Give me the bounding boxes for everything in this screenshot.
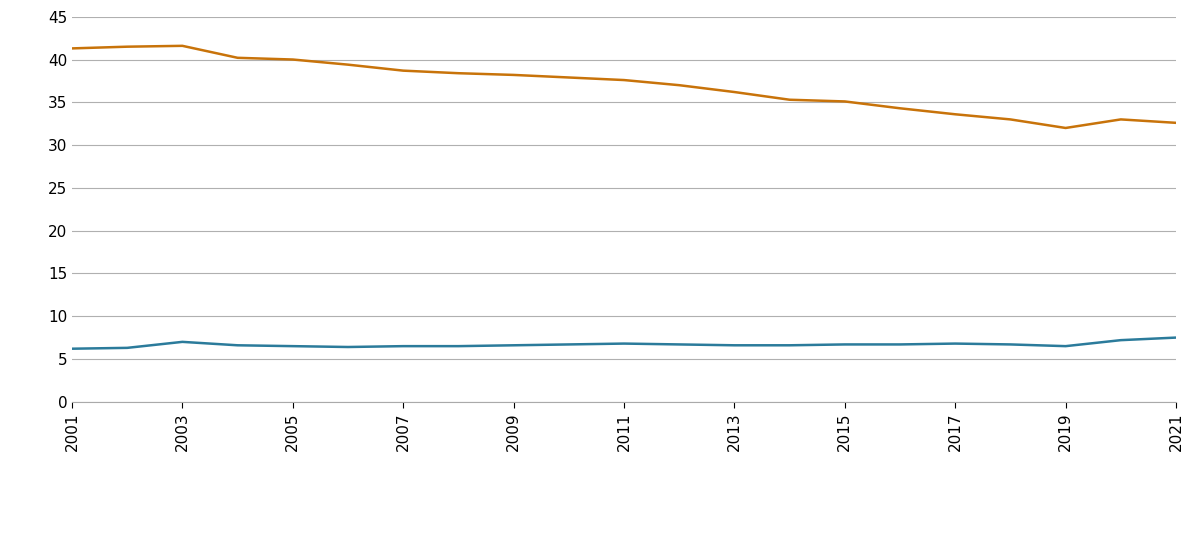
18–29 år [506,342,521,349]
Line: 60–66 år: 60–66 år [72,46,1176,128]
18–29 år [948,340,962,347]
18–29 år [1058,343,1073,349]
60–66 år [727,89,742,95]
60–66 år [617,76,631,83]
60–66 år [1114,116,1128,123]
18–29 år [838,341,852,348]
18–29 år [1003,341,1018,348]
60–66 år [175,42,190,49]
60–66 år [1058,124,1073,131]
18–29 år [672,341,686,348]
18–29 år [1114,337,1128,344]
60–66 år [120,44,134,50]
18–29 år [893,341,907,348]
18–29 år [175,339,190,345]
60–66 år [1003,116,1018,123]
18–29 år [65,345,79,352]
60–66 år [948,111,962,118]
18–29 år [451,343,466,349]
Line: 18–29 år: 18–29 år [72,338,1176,349]
18–29 år [286,343,300,349]
18–29 år [782,342,797,349]
60–66 år [782,97,797,103]
18–29 år [562,341,576,348]
18–29 år [230,342,245,349]
60–66 år [341,61,355,68]
60–66 år [506,71,521,78]
60–66 år [562,74,576,81]
60–66 år [1169,119,1183,126]
18–29 år [617,340,631,347]
60–66 år [396,68,410,74]
60–66 år [838,98,852,105]
18–29 år [341,344,355,350]
18–29 år [1169,334,1183,341]
18–29 år [396,343,410,349]
18–29 år [727,342,742,349]
60–66 år [893,105,907,112]
60–66 år [65,45,79,52]
60–66 år [286,56,300,63]
Legend: 18–29 år, 60–66 år: 18–29 år, 60–66 år [476,556,772,558]
18–29 år [120,344,134,351]
60–66 år [230,55,245,61]
60–66 år [672,82,686,89]
60–66 år [451,70,466,76]
